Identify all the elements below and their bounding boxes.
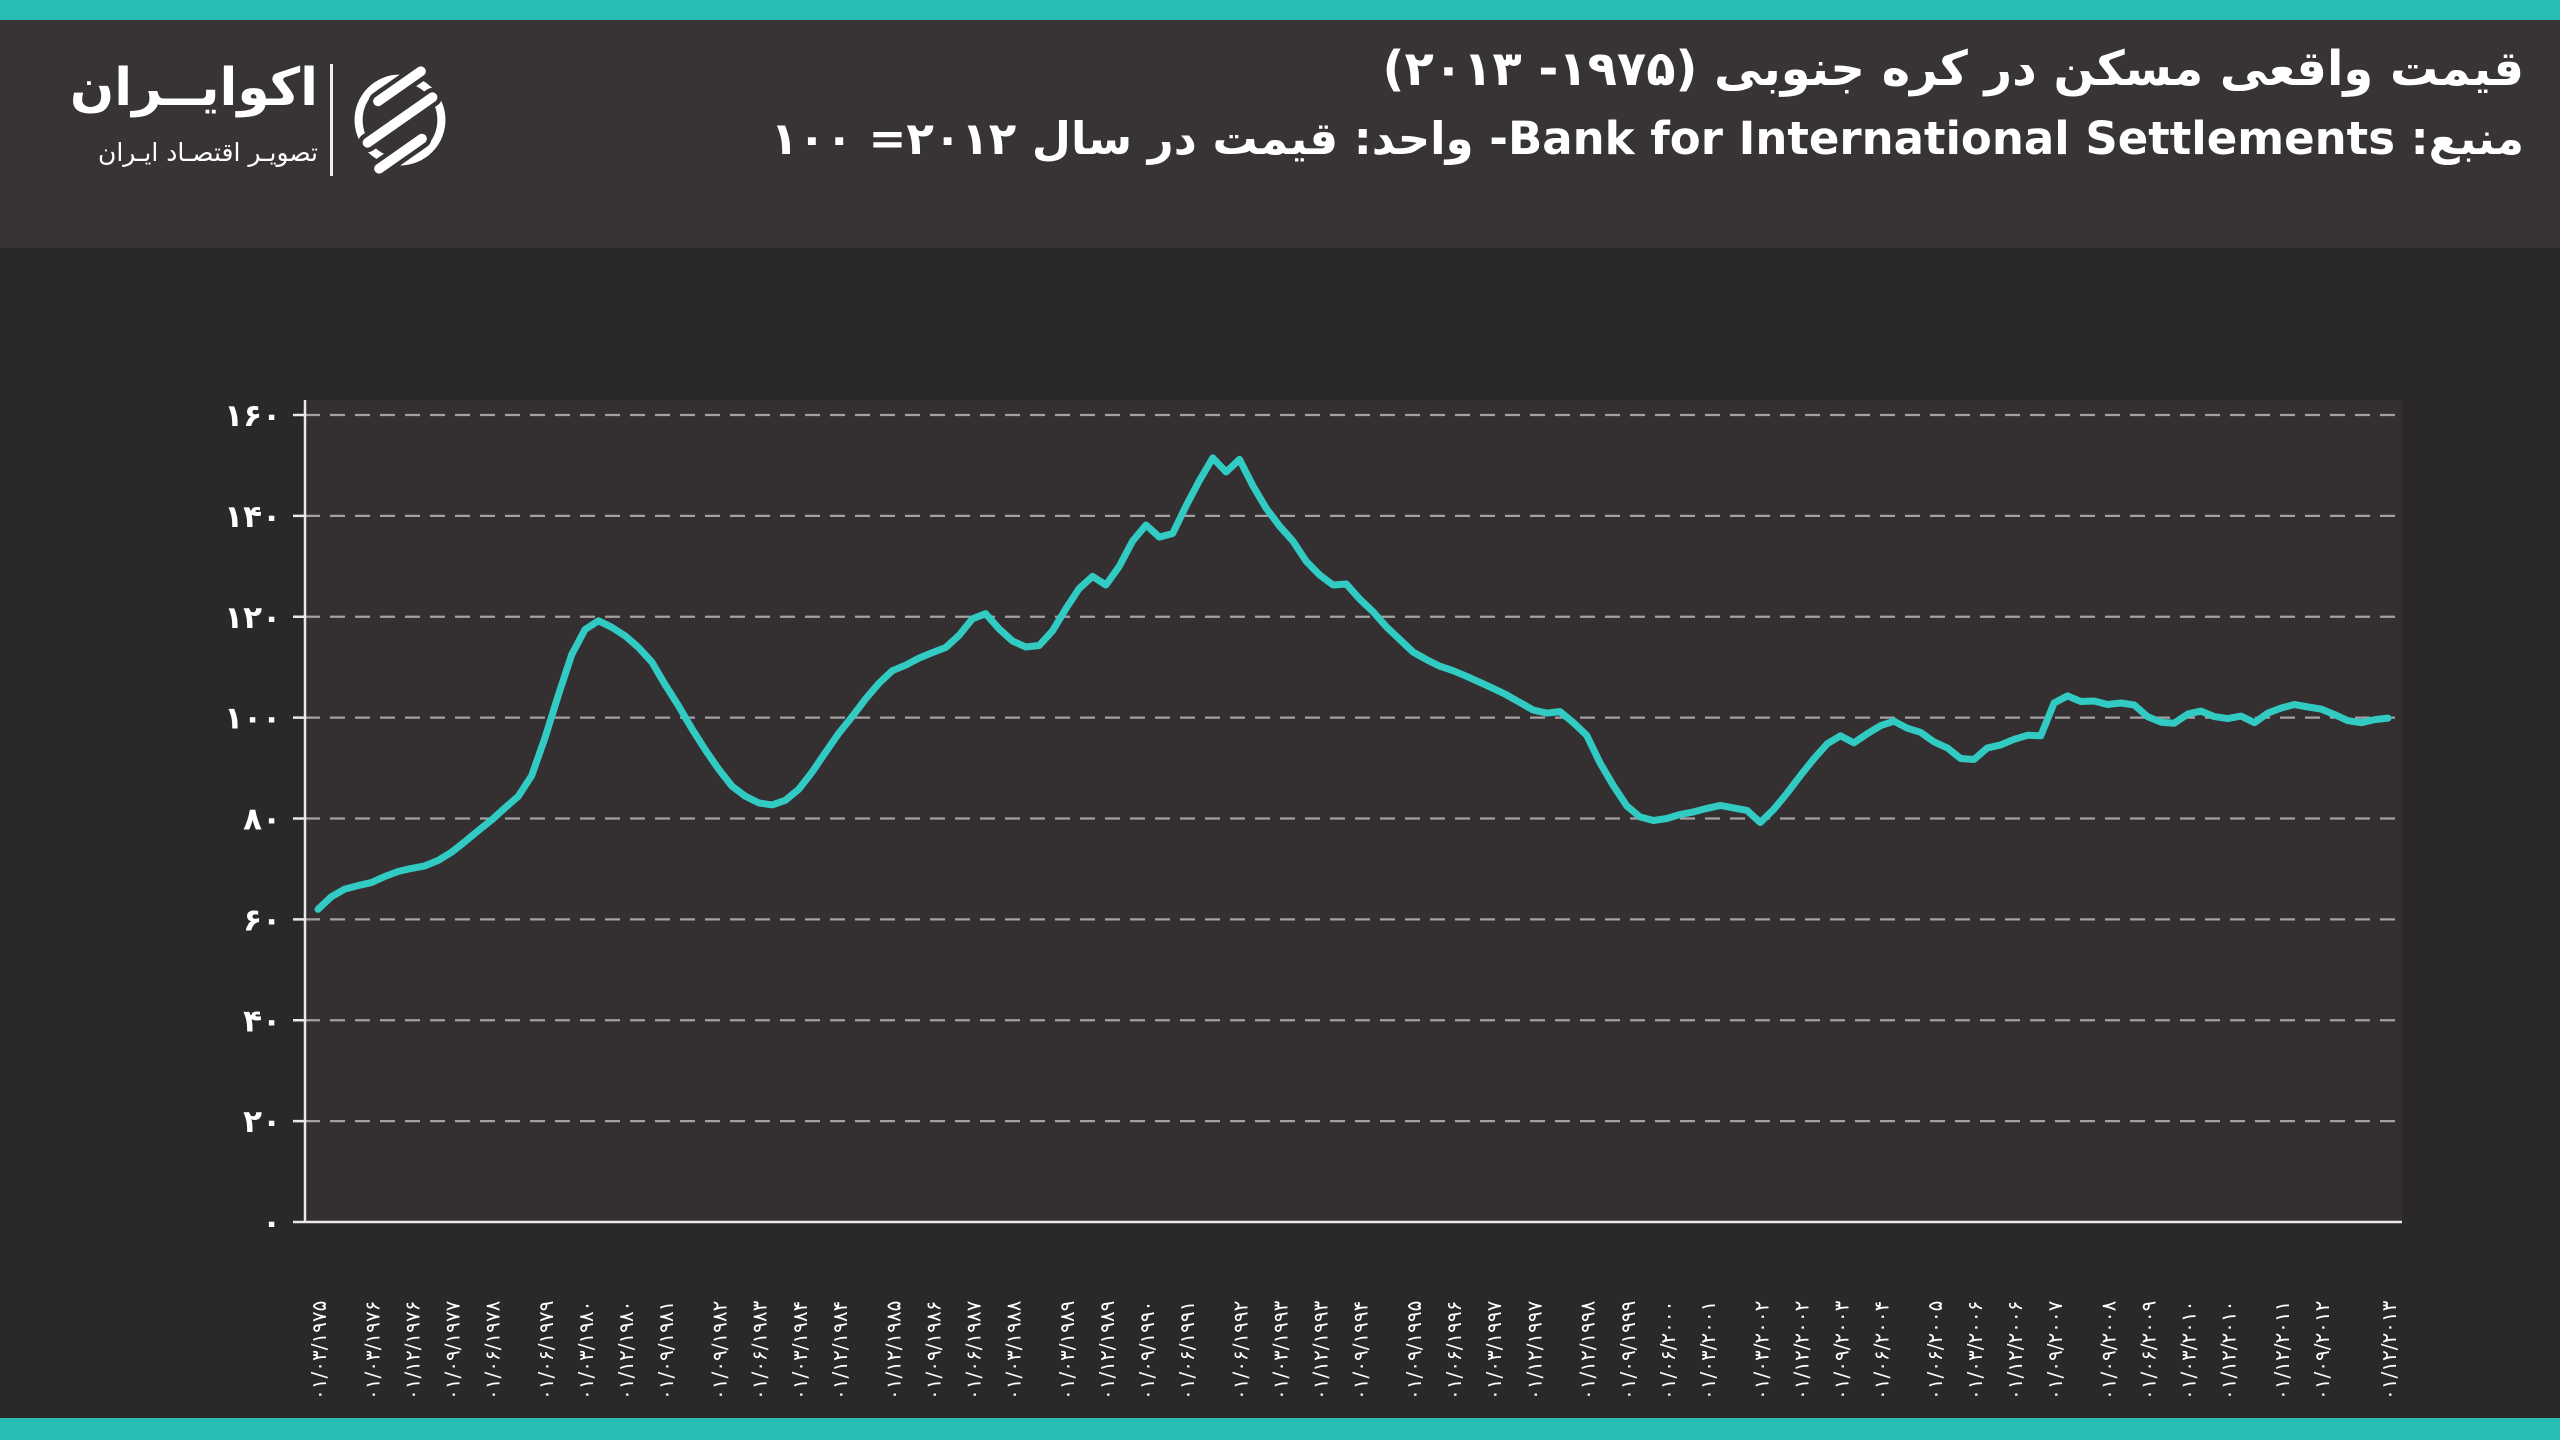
x-tick-label: ۰۱/۱۲/۱۹۸۰ bbox=[614, 1301, 638, 1400]
x-tick-label: ۰۱/۰۹/۱۹۹۹ bbox=[1616, 1301, 1640, 1400]
x-tick-label: ۰۱/۰۹/۱۹۸۲ bbox=[708, 1301, 732, 1400]
x-tick-label: ۰۱/۰۹/۲۰۱۲ bbox=[2310, 1301, 2334, 1400]
price-line bbox=[314, 454, 2392, 913]
x-tick-label: ۰۱/۱۲/۱۹۹۳ bbox=[1309, 1300, 1333, 1400]
chart-titles: قیمت واقعی مسکن در کره جنوبی (۱۹۷۵- ۲۰۱۳… bbox=[771, 38, 2524, 169]
x-tick-label: ۰۱/۰۶/۲۰۰۹ bbox=[2137, 1301, 2161, 1400]
x-tick-label: ۰۱/۰۹/۱۹۹۴ bbox=[1349, 1301, 1373, 1400]
x-tick-label: ۰۱/۰۶/۱۹۹۱ bbox=[1175, 1301, 1199, 1400]
y-tick-label: ۰ bbox=[262, 1205, 281, 1241]
x-tick-label: ۰۱/۰۶/۱۹۸۳ bbox=[748, 1300, 772, 1400]
x-tick-label: ۰۱/۱۲/۲۰۱۱ bbox=[2270, 1301, 2294, 1400]
x-tick-label: ۰۱/۱۲/۱۹۹۷ bbox=[1522, 1300, 1546, 1400]
y-tick-label: ۴۰ bbox=[243, 1003, 281, 1039]
x-tick-label: ۰۱/۱۲/۱۹۸۴ bbox=[828, 1301, 852, 1400]
x-tick-label: ۰۱/۱۲/۲۰۰۶ bbox=[2003, 1301, 2027, 1400]
ecoiran-emblem-icon bbox=[354, 66, 446, 174]
logo-brand-text: اکوایــران bbox=[69, 58, 318, 118]
y-tick-label: ۶۰ bbox=[243, 902, 281, 938]
x-tick-label: ۰۱/۱۲/۲۰۱۳ bbox=[2377, 1300, 2401, 1400]
x-tick-label: ۰۱/۰۶/۱۹۷۸ bbox=[481, 1300, 505, 1400]
ecoiran-logo: اکوایــران تصویـر اقتصـاد ایـران bbox=[0, 20, 480, 248]
y-tick-label: ۲۰ bbox=[243, 1104, 281, 1140]
x-tick-label: ۰۱/۰۳/۱۹۷۵ bbox=[307, 1301, 331, 1400]
x-tick-label: ۰۱/۰۶/۱۹۹۶ bbox=[1442, 1301, 1466, 1400]
x-tick-label: ۰۱/۰۹/۲۰۰۸ bbox=[2097, 1300, 2121, 1400]
x-tick-label: ۰۱/۰۳/۲۰۰۶ bbox=[1963, 1301, 1987, 1400]
y-tick-label: ۸۰ bbox=[243, 802, 281, 838]
x-tick-label: ۰۱/۰۹/۲۰۰۷ bbox=[2043, 1300, 2067, 1400]
x-tick-label: ۰۱/۰۹/۱۹۸۶ bbox=[921, 1301, 945, 1400]
x-tick-label: ۰۱/۱۲/۱۹۷۶ bbox=[400, 1301, 424, 1400]
x-tick-label: ۰۱/۰۹/۱۹۸۱ bbox=[654, 1301, 678, 1400]
logo-tagline-text: تصویـر اقتصـاد ایـران bbox=[97, 138, 318, 167]
page-title: قیمت واقعی مسکن در کره جنوبی (۱۹۷۵- ۲۰۱۳… bbox=[1382, 41, 2524, 97]
x-tick-label: ۰۱/۰۹/۲۰۰۳ bbox=[1829, 1300, 1853, 1400]
x-tick-label: ۰۱/۰۶/۱۹۸۷ bbox=[961, 1300, 985, 1400]
x-tick-label: ۰۱/۰۶/۲۰۰۰ bbox=[1656, 1301, 1680, 1400]
x-tick-label: ۰۱/۱۲/۲۰۱۰ bbox=[2217, 1301, 2241, 1400]
x-tick-label: ۰۱/۰۳/۱۹۸۰ bbox=[574, 1301, 598, 1400]
header-band: قیمت واقعی مسکن در کره جنوبی (۱۹۷۵- ۲۰۱۳… bbox=[0, 20, 2560, 248]
x-tick-label: ۰۱/۰۳/۲۰۱۰ bbox=[2177, 1301, 2201, 1400]
x-tick-label: ۰۱/۰۶/۱۹۷۹ bbox=[534, 1301, 558, 1400]
x-tick-label: ۰۱/۰۹/۱۹۹۰ bbox=[1135, 1301, 1159, 1400]
x-tick-label: ۰۱/۱۲/۲۰۰۲ bbox=[1789, 1301, 1813, 1400]
top-accent-bar bbox=[0, 0, 2560, 20]
page-source-unit: منبع: Bank for International Settlements… bbox=[770, 112, 2524, 166]
y-tick-label: ۱۰۰ bbox=[224, 701, 281, 737]
x-tick-label: ۰۱/۰۹/۱۹۷۷ bbox=[441, 1300, 465, 1400]
plot-background bbox=[305, 400, 2402, 1222]
x-tick-label: ۰۱/۰۳/۱۹۸۸ bbox=[1001, 1300, 1025, 1400]
x-tick-label: ۰۱/۰۳/۱۹۷۶ bbox=[360, 1301, 384, 1400]
y-tick-label: ۱۴۰ bbox=[224, 499, 281, 535]
y-tick-label: ۱۲۰ bbox=[224, 600, 281, 636]
x-tick-label: ۰۱/۰۶/۱۹۹۲ bbox=[1228, 1301, 1252, 1400]
y-tick-label: ۱۶۰ bbox=[224, 398, 281, 434]
x-tick-label: ۰۱/۱۲/۱۹۸۵ bbox=[881, 1301, 905, 1400]
x-tick-label: ۰۱/۰۳/۱۹۹۳ bbox=[1269, 1300, 1293, 1400]
x-tick-label: ۰۱/۰۶/۲۰۰۵ bbox=[1923, 1301, 1947, 1400]
logo-divider bbox=[330, 64, 333, 176]
x-tick-label: ۰۱/۰۹/۱۹۹۵ bbox=[1402, 1301, 1426, 1400]
x-tick-label: ۰۱/۱۲/۱۹۸۹ bbox=[1095, 1301, 1119, 1400]
x-tick-label: ۰۱/۰۳/۲۰۰۱ bbox=[1696, 1301, 1720, 1400]
bottom-accent-bar bbox=[0, 1418, 2560, 1440]
x-tick-label: ۰۱/۱۲/۱۹۹۸ bbox=[1576, 1300, 1600, 1400]
x-tick-label: ۰۱/۰۳/۱۹۸۴ bbox=[788, 1301, 812, 1400]
x-tick-label: ۰۱/۰۳/۱۹۹۷ bbox=[1482, 1300, 1506, 1400]
x-tick-label: ۰۱/۰۳/۲۰۰۲ bbox=[1749, 1301, 1773, 1400]
x-tick-label: ۰۱/۰۳/۱۹۸۹ bbox=[1055, 1301, 1079, 1400]
x-tick-label: ۰۱/۰۶/۲۰۰۴ bbox=[1870, 1301, 1894, 1400]
